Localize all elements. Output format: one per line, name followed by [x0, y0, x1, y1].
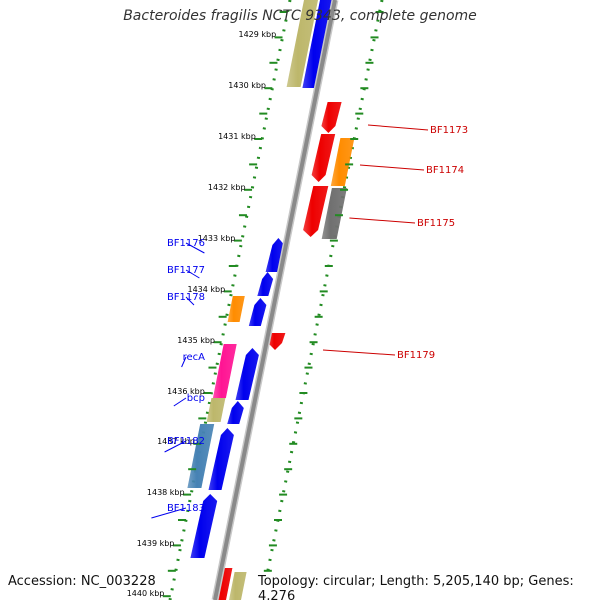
kbp-tick-label: 1439 kbp — [137, 539, 175, 548]
gene-bf1175-gray — [321, 188, 347, 239]
kbp-tick-label: 1437 kbp — [157, 437, 195, 446]
gene-leader-line — [151, 507, 187, 519]
kbp-tick-label: 1436 kbp — [167, 387, 205, 396]
gene-leader-line — [185, 269, 200, 279]
gene-forward-block — [302, 0, 334, 88]
kbp-tick-label: 1430 kbp — [228, 81, 266, 90]
gene-bf1179-arrow — [268, 333, 286, 350]
kbp-tick-label: 1431 kbp — [218, 132, 256, 141]
left-dotted-track — [168, 0, 292, 600]
gene-leader-line — [349, 217, 416, 224]
gene-bf1183-arrow — [190, 494, 218, 558]
gene-label-right: BF1174 — [426, 165, 464, 176]
gene-bcp-arrow — [227, 401, 244, 424]
kbp-tick-label: 1433 kbp — [198, 234, 236, 243]
gene-leader-line — [359, 164, 425, 171]
gene-label-left: recA — [183, 352, 206, 363]
gene-leader-line — [322, 349, 396, 356]
gene-reca-arrow — [235, 348, 259, 400]
gene-bf1173-arrow — [321, 102, 342, 133]
gene-bf1174-orange — [330, 138, 355, 186]
kbp-tick-label: 1438 kbp — [147, 488, 185, 497]
kbp-tick-label: 1432 kbp — [208, 183, 246, 192]
genome-summary-label: Topology: circular; Length: 5,205,140 bp… — [256, 574, 600, 600]
gene-bf1182-arrow — [208, 428, 234, 490]
gene-bf1178-arrow — [248, 298, 267, 326]
gene-label-right: BF1173 — [430, 125, 468, 136]
kbp-tick-label: 1440 kbp — [127, 589, 165, 598]
gene-label-right: BF1175 — [417, 218, 455, 229]
gene-bf1178-orange — [227, 296, 245, 322]
gene-leader-line — [185, 296, 195, 306]
gene-bottom-khaki — [229, 572, 247, 600]
gene-leader-line — [164, 440, 187, 453]
sequence-backbone — [213, 0, 337, 600]
kbp-tick-label: 1435 kbp — [177, 336, 215, 345]
kbp-tick-label: 1434 kbp — [187, 285, 225, 294]
kbp-tick-label: 1429 kbp — [238, 30, 276, 39]
gene-reca-pink — [212, 344, 237, 398]
gene-leader-line — [173, 397, 187, 407]
gene-bf1182-steelblue — [187, 424, 215, 488]
right-dotted-track — [260, 0, 384, 600]
gene-bf1174-arrow — [311, 134, 336, 182]
gene-leader-line — [367, 124, 429, 131]
map-title: Bacteroides fragilis NCTC 9343, complete… — [123, 8, 477, 24]
gene-label-right: BF1179 — [397, 350, 435, 361]
gene-leader-line — [181, 356, 187, 368]
gene-khaki-block — [286, 0, 318, 87]
gene-bcp-khaki — [206, 398, 226, 422]
gene-leader-line — [185, 242, 205, 254]
gene-bf1175-arrow — [303, 186, 329, 237]
gene-label-left: bcp — [187, 393, 205, 404]
gene-bf1177-arrow — [257, 272, 274, 296]
accession-label: Accession: NC_003228 — [6, 574, 158, 589]
